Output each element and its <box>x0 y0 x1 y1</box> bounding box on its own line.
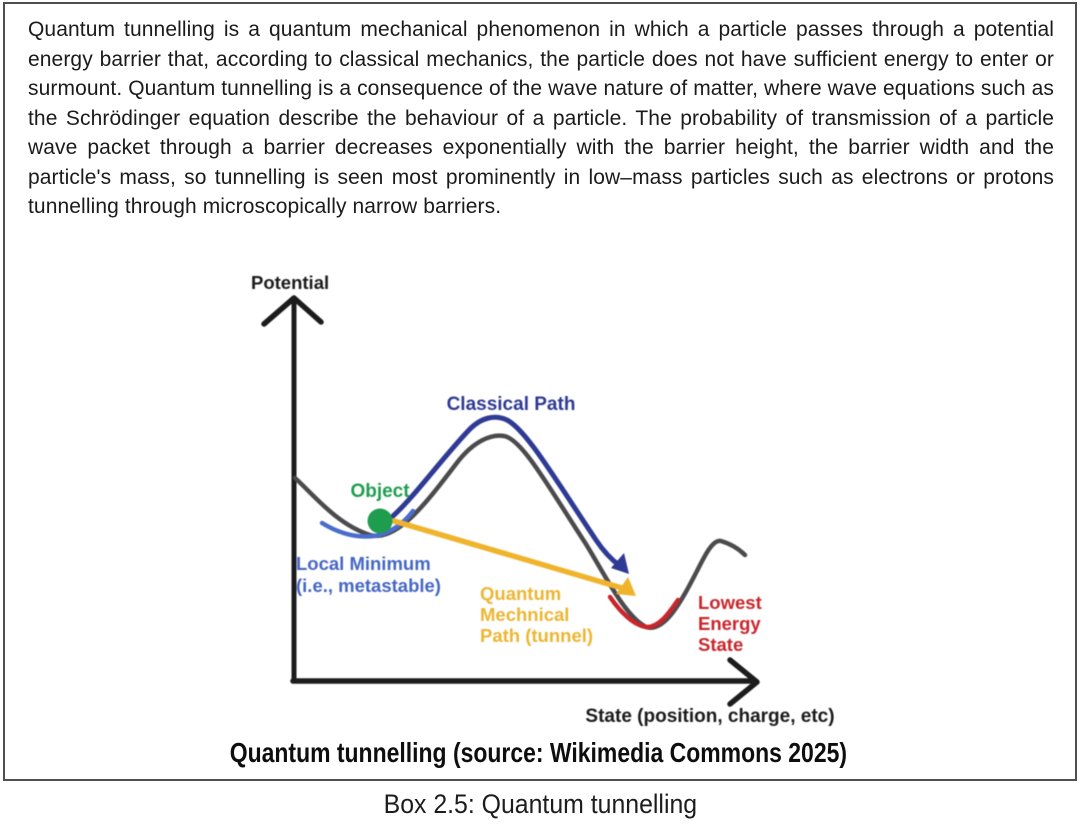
body-paragraph: Quantum tunnelling is a quantum mechanic… <box>28 18 1054 218</box>
y-axis-label: Potential <box>251 272 329 293</box>
local-minimum-curve-segment <box>319 508 416 539</box>
lowest-energy-curve-segment <box>607 594 681 630</box>
local-minimum-label-line2: (i.e., metastable) <box>296 575 441 596</box>
box-caption-text: Box 2.5: Quantum tunnelling <box>383 789 697 819</box>
lowest-energy-label-line3: State <box>698 634 743 655</box>
x-axis-label: State (position, charge, etc) <box>585 706 834 727</box>
tunnel-path-label-line1: Quantum <box>480 583 561 604</box>
classical-path-arrowhead-icon <box>611 553 629 574</box>
tunnel-arrow-line <box>391 518 625 591</box>
axes <box>261 295 760 707</box>
tunnel-path-label-line2: Mechnical <box>480 604 569 625</box>
x-axis-arrowhead-icon <box>727 657 760 707</box>
diagram-labels: Potential Classical Path Object Local Mi… <box>251 272 835 727</box>
classical-path-curve <box>390 414 623 569</box>
tunnel-path-label-line3: Path (tunnel) <box>480 625 593 646</box>
classical-path-arrow <box>390 414 629 574</box>
curves <box>292 433 748 630</box>
classical-path-label: Classical Path <box>447 394 576 415</box>
object-dot-icon <box>367 508 393 534</box>
content-box: Quantum tunnelling is a quantum mechanic… <box>3 2 1077 781</box>
object-label: Object <box>350 481 410 502</box>
tunnel-arrow <box>391 518 636 596</box>
lowest-energy-label-line1: Lowest <box>698 592 762 613</box>
y-axis-arrowhead-icon <box>261 295 324 327</box>
local-minimum-label-line1: Local Minimum <box>296 553 431 574</box>
tunnel-arrowhead-icon <box>616 577 636 596</box>
figure-caption-text: Quantum tunnelling (source: Wikimedia Co… <box>229 737 847 768</box>
lowest-energy-label-line2: Energy <box>698 613 761 634</box>
box-caption: Box 2.5: Quantum tunnelling <box>0 788 1080 820</box>
figure-caption: Quantum tunnelling (source: Wikimedia Co… <box>0 736 1076 770</box>
